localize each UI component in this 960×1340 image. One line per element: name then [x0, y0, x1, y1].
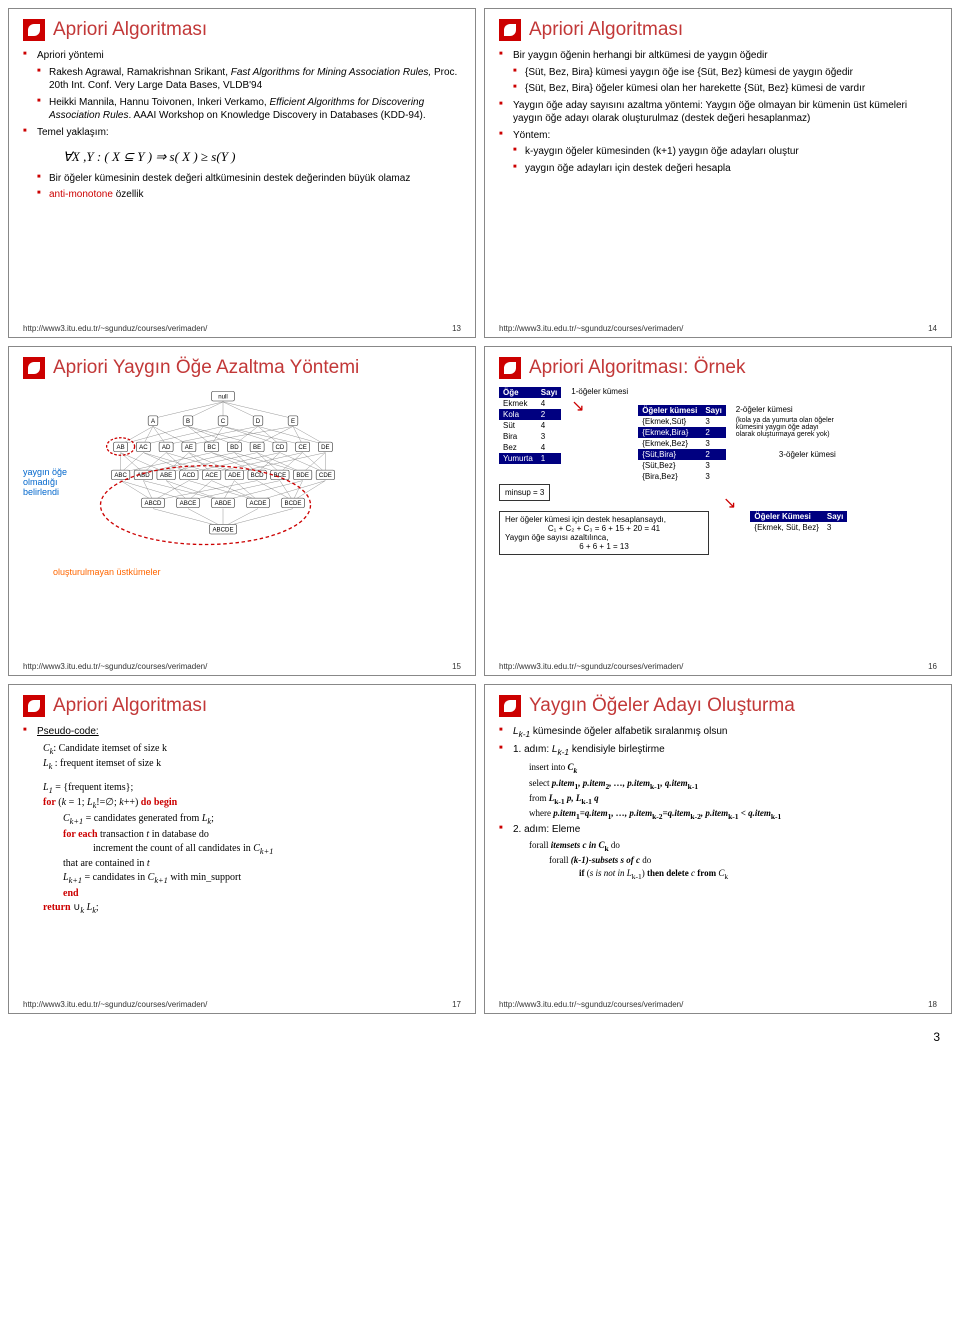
logo-icon — [23, 695, 45, 717]
svg-text:BC: BC — [207, 444, 216, 451]
page-num: 18 — [928, 1000, 937, 1009]
bullet: Temel yaklaşım: — [23, 126, 461, 140]
svg-text:D: D — [256, 418, 261, 425]
label: (kola ya da yumurta olan öğeler kümesini… — [736, 417, 836, 438]
svg-text:ACDE: ACDE — [250, 500, 267, 507]
svg-text:AB: AB — [117, 444, 125, 451]
svg-text:ABDE: ABDE — [215, 500, 232, 507]
logo-icon — [499, 695, 521, 717]
footer-url: http://www3.itu.edu.tr/~sgunduz/courses/… — [23, 324, 207, 333]
svg-text:BCE: BCE — [274, 472, 287, 479]
slide-title: Apriori Algoritması: Örnek — [529, 357, 745, 379]
svg-text:ABC: ABC — [114, 472, 127, 479]
svg-text:ACD: ACD — [182, 472, 195, 479]
label: 2-öğeler kümesi — [736, 405, 836, 414]
sql-block: insert into Ck select p.item1, p.item2, … — [499, 761, 937, 822]
lattice-diagram: nullABCDEABACADAEBCBDBECDCEDEABCABDABEAC… — [83, 387, 363, 567]
svg-text:DE: DE — [321, 444, 330, 451]
logo-icon — [23, 357, 45, 379]
footer-url: http://www3.itu.edu.tr/~sgunduz/courses/… — [499, 662, 683, 671]
svg-text:null: null — [218, 393, 228, 400]
bullet: anti-monotone özellik — [23, 188, 461, 202]
svg-text:AC: AC — [139, 444, 148, 451]
slide-title: Apriori Yaygın Öğe Azaltma Yöntemi — [53, 357, 359, 379]
svg-text:CDE: CDE — [319, 472, 332, 479]
label: 3-öğeler kümesi — [736, 450, 836, 459]
slide-title: Apriori Algoritması — [53, 19, 207, 41]
svg-text:AD: AD — [162, 444, 171, 451]
svg-text:B: B — [186, 418, 190, 425]
forall-block: forall itemsets c in Ck do forall (k-1)-… — [499, 839, 937, 882]
minsup-box: minsup = 3 — [499, 484, 550, 501]
svg-text:E: E — [291, 418, 295, 425]
slide-16: Apriori Algoritması: Örnek ÖğeSayıEkmek4… — [484, 346, 952, 676]
bullet: Apriori yöntemi — [23, 49, 461, 63]
logo-icon — [499, 19, 521, 41]
slide-13: Apriori Algoritması Apriori yöntemi Rake… — [8, 8, 476, 338]
bullet: 2. adım: Eleme — [499, 823, 937, 837]
page-num: 15 — [452, 662, 461, 671]
table-2: Öğeler kümesiSayı{Ekmek,Süt}3{Ekmek,Bira… — [638, 405, 726, 482]
logo-icon — [23, 19, 45, 41]
slide-18: Yaygın Öğeler Adayı Oluşturma Lk-1 kümes… — [484, 684, 952, 1014]
slide-title: Yaygın Öğeler Adayı Oluşturma — [529, 695, 795, 717]
bullet: k-yaygın öğeler kümesinden (k+1) yaygın … — [499, 145, 937, 159]
bullet: yaygın öğe adayları için destek değeri h… — [499, 162, 937, 176]
svg-text:BCDE: BCDE — [285, 500, 302, 507]
bullet: 1. adım: Lk-1 kendisiyle birleştirme — [499, 743, 937, 758]
footer-url: http://www3.itu.edu.tr/~sgunduz/courses/… — [499, 324, 683, 333]
bullet: Yöntem: — [499, 129, 937, 143]
svg-text:BCD: BCD — [251, 472, 264, 479]
bullet: {Süt, Bez, Bira} kümesi yaygın öğe ise {… — [499, 66, 937, 80]
svg-text:ABE: ABE — [160, 472, 172, 479]
bullet: Bir yaygın öğenin herhangi bir altkümesi… — [499, 49, 937, 63]
bullet: Heikki Mannila, Hannu Toivonen, Inkeri V… — [23, 96, 461, 123]
footer-url: http://www3.itu.edu.tr/~sgunduz/courses/… — [23, 1000, 207, 1009]
svg-text:C: C — [221, 418, 226, 425]
slide-title: Apriori Algoritması — [529, 19, 683, 41]
table-3: Öğeler KümesiSayı{Ekmek, Süt, Bez}3 — [750, 511, 847, 533]
page-num: 16 — [928, 662, 937, 671]
arrow-icon: ↘ — [571, 396, 628, 416]
svg-text:BE: BE — [253, 444, 261, 451]
footer-url: http://www3.itu.edu.tr/~sgunduz/courses/… — [499, 1000, 683, 1009]
note-left: yaygın öğe olmadığı belirlendi — [23, 387, 83, 567]
arrow-icon: ↘ — [723, 493, 736, 513]
note-bottom: oluşturulmayan üstkümeler — [23, 567, 461, 577]
svg-text:BDE: BDE — [296, 472, 309, 479]
footer-url: http://www3.itu.edu.tr/~sgunduz/courses/… — [23, 662, 207, 671]
pseudocode: Ck: Candidate itemset of size k Lk : fre… — [23, 742, 461, 917]
svg-text:ADE: ADE — [228, 472, 241, 479]
bullet: Pseudo-code: — [23, 725, 461, 739]
page-num: 13 — [452, 324, 461, 333]
label: 1-öğeler kümesi — [571, 387, 628, 396]
table-1: ÖğeSayıEkmek4Kola2Süt4Bira3Bez4Yumurta1 — [499, 387, 561, 464]
slide-title: Apriori Algoritması — [53, 695, 207, 717]
svg-text:ABCE: ABCE — [180, 500, 197, 507]
svg-text:ABCD: ABCD — [145, 500, 163, 507]
bullet: Lk-1 kümesinde öğeler alfabetik sıralanm… — [499, 725, 937, 740]
svg-text:ACE: ACE — [205, 472, 218, 479]
logo-icon — [499, 357, 521, 379]
bullet: {Süt, Bez, Bira} öğeler kümesi olan her … — [499, 82, 937, 96]
sheet-page-number: 3 — [0, 1022, 960, 1052]
page-num: 17 — [452, 1000, 461, 1009]
svg-text:AE: AE — [185, 444, 193, 451]
slide-15: Apriori Yaygın Öğe Azaltma Yöntemi yaygı… — [8, 346, 476, 676]
slide-17: Apriori Algoritması Pseudo-code: Ck: Can… — [8, 684, 476, 1014]
formula: ∀X ,Y : ( X ⊆ Y ) ⇒ s( X ) ≥ s(Y ) — [23, 142, 461, 172]
svg-text:CE: CE — [298, 444, 307, 451]
svg-text:BD: BD — [230, 444, 239, 451]
svg-text:ABCDE: ABCDE — [212, 526, 233, 533]
bullet: Rakesh Agrawal, Ramakrishnan Srikant, Fa… — [23, 66, 461, 93]
slide-14: Apriori Algoritması Bir yaygın öğenin he… — [484, 8, 952, 338]
slide-grid: Apriori Algoritması Apriori yöntemi Rake… — [0, 0, 960, 1022]
calc-box: Her öğeler kümesi için destek hesaplansa… — [499, 511, 709, 555]
svg-text:CD: CD — [275, 444, 284, 451]
bullet: Yaygın öğe aday sayısını azaltma yöntemi… — [499, 99, 937, 126]
bullet: Bir öğeler kümesinin destek değeri altkü… — [23, 172, 461, 186]
page-num: 14 — [928, 324, 937, 333]
